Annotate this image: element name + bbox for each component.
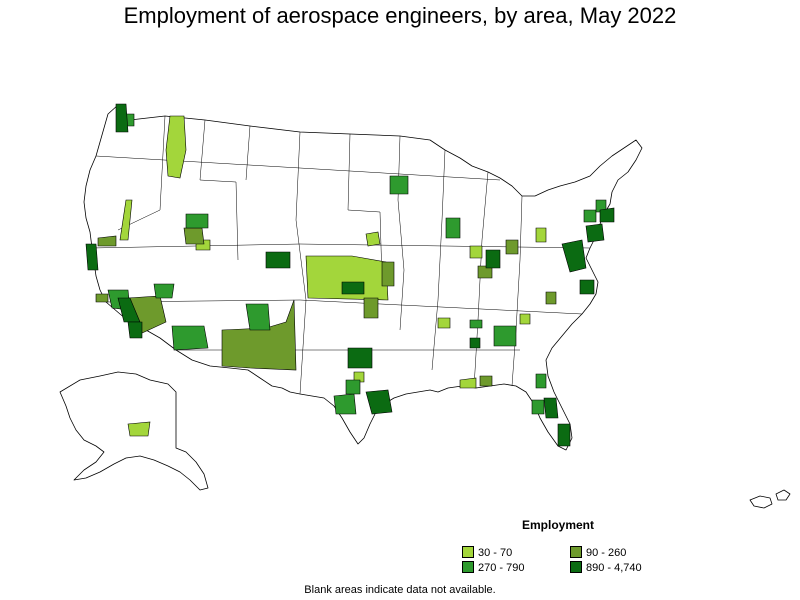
legend-item: 90 - 260 [570,546,626,560]
area-30-70 [353,371,365,383]
footnote: Blank areas indicate data not available. [304,584,496,596]
area-30-70 [165,115,187,179]
area-30-70 [365,231,381,247]
area-30-70 [127,421,151,437]
area-90-260 [95,293,109,303]
legend-swatch [570,546,582,558]
area-890-4740 [115,103,129,133]
area-90-260 [363,297,379,319]
legend-label: 890 - 4,740 [586,562,642,574]
hawaii-island [749,495,773,509]
area-270-790 [531,399,545,415]
area-90-260 [97,235,117,247]
area-270-790 [493,325,517,347]
area-270-790 [171,325,209,351]
area-270-790 [245,303,271,331]
area-90-260 [183,227,205,245]
area-270-790 [445,217,461,239]
area-90-260 [381,261,395,287]
area-90-260 [505,239,519,255]
area-270-790 [153,283,175,299]
area-30-70 [535,227,547,243]
area-270-790 [333,393,357,415]
area-270-790 [535,373,547,389]
area-270-790 [345,379,361,395]
legend-label: 90 - 260 [586,547,627,559]
area-90-260 [545,291,557,305]
area-890-4740 [485,249,501,269]
legend-item: 890 - 4,740 [570,561,642,575]
legend-swatch [570,561,582,573]
map-title: Employment of aerospace engineers, by ar… [123,3,677,28]
area-270-790 [185,213,209,229]
area-890-4740 [579,279,595,295]
area-890-4740 [469,337,481,349]
legend-label: 270 - 790 [478,562,525,574]
area-30-70 [437,317,451,329]
area-890-4740 [127,321,143,339]
legend-title: Employment [522,518,595,532]
area-270-790 [583,209,597,223]
legend: Employment 30 - 70 90 - 260 270 - 790 89… [462,518,682,578]
area-890-4740 [347,347,373,369]
legend-item: 270 - 790 [462,561,524,575]
area-890-4740 [561,239,587,273]
area-30-70 [119,199,133,241]
area-30-70 [469,245,483,259]
area-30-70 [459,377,477,389]
area-890-4740 [543,397,559,419]
area-890-4740 [341,281,365,295]
legend-swatch [462,546,474,558]
area-890-4740 [365,389,393,415]
area-890-4740 [585,223,605,243]
area-890-4740 [265,251,291,269]
legend-item: 30 - 70 [462,546,512,560]
legend-swatch [462,561,474,573]
hawaii-island [775,489,791,501]
area-890-4740 [85,243,99,271]
legend-label: 30 - 70 [478,547,513,559]
area-270-790 [389,175,409,195]
area-890-4740 [557,423,571,447]
area-890-4740 [599,207,615,223]
area-90-260 [479,375,493,387]
area-30-70 [519,313,531,325]
area-270-790 [469,319,483,329]
